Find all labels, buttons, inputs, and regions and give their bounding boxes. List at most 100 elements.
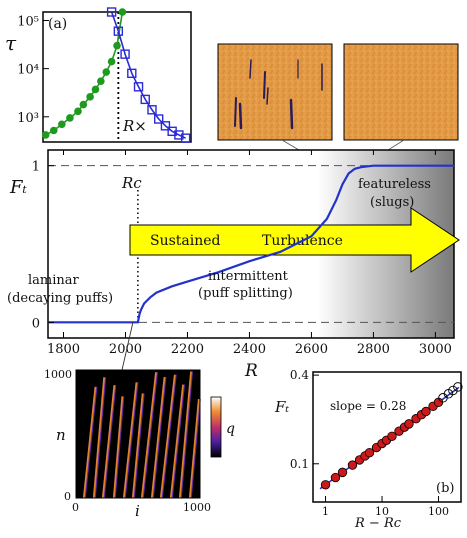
annotation-puff-splitting: (puff splitting) [198,286,293,301]
spacetime-stripe [131,393,144,499]
spacetime-stripes [82,371,201,499]
main-xtick-label: 2400 [233,342,266,357]
panel-a-point-circle [91,85,100,94]
panel-a-point-circle [41,131,50,139]
panel-a-series [41,7,191,143]
panel-b-point-filled [347,460,358,470]
spacetime-stripe [82,386,97,499]
panel-a-point-circle [97,77,105,85]
annotation-slugs: (slugs) [370,195,414,210]
panel-a-point-circle [118,8,127,16]
panel-a-point-square [113,26,124,36]
spacetime-stripe-edge [124,382,139,499]
panel-a-point-square [147,105,157,115]
panel-a: (a) τ R× 10³ 10⁴ 10⁵ [5,7,192,143]
spacetime-stripe-edge [190,399,201,499]
main-ticks: 1800 2000 2200 2400 2600 2800 3000 0 1 [32,150,452,357]
panel-a-ytick-label: 10⁴ [17,63,39,78]
panel-a-point-square [133,82,144,92]
spacetime-stripe [122,382,138,499]
ft-curve [48,164,454,324]
panel-a-point-circle [86,93,94,101]
panel-a-point-square [160,121,171,131]
r-cross-label: R× [122,117,147,135]
panel-b-point-filled [337,467,348,478]
spacetime-stripe-edge [133,393,145,499]
panel-b-point-filled [330,472,341,483]
spacetime-frame [75,369,201,499]
spacetime-stripe [150,376,166,499]
panel-a-ytick-label: 10⁵ [17,14,39,29]
main-xtick-label: 3000 [419,342,452,357]
panel-a-point-square [120,49,130,59]
spacetime-stripe-edge [84,386,98,499]
spacetime-xtick-left: 0 [72,501,79,514]
main-xtick-label: 2600 [295,342,328,357]
spacetime-stripe-edge [142,372,158,499]
panel-b-point-open [453,382,463,392]
panel-a-point-circle [102,68,111,76]
panel-a-point-square [140,94,150,105]
main-xlabel: R [244,361,258,381]
panel-a-point-circle [79,100,88,109]
panel-a-ytick-label: 10³ [17,111,39,126]
panel-b-xlabel: R − Rc [354,516,402,531]
panel-b-point-filled [404,419,414,429]
panel-b-ytick-label: 0.4 [290,368,309,382]
spacetime-stripe [101,385,116,499]
main-panel: Rc Sustained Turbulence laminar (decayin… [7,149,460,381]
spacetime-stripe-edge [161,374,177,499]
spacetime-stripe-edge [180,371,194,499]
panel-b-series [319,382,463,490]
colorbar-label: q [226,421,235,437]
main-axes [47,149,455,339]
spacetime-stripe-edge [152,376,167,499]
snapshot-puff-streaks [234,59,323,130]
panel-b-ticks: 1 10 100 0.1 0.4 [290,368,449,518]
main-ylabel: Fₜ [9,177,27,198]
annotation-intermittent: intermittent [208,269,289,284]
arrow-text-sustained: Sustained [150,233,221,249]
panel-b-xtick-label: 1 [322,505,329,518]
panel-a-ticks: 10³ 10⁴ 10⁵ [17,14,49,126]
panel-a-point-circle [58,120,66,129]
spacetime-stripe [140,372,158,499]
panel-b-point-open [448,385,458,396]
spacetime-xlabel: i [135,502,140,520]
panel-a-point-square [174,130,184,140]
spacetime-stripe [92,377,106,499]
panel-a-ylabel: τ [5,31,17,55]
annotation-decaying-puffs: (decaying puffs) [7,291,113,306]
spacetime-stripe [188,398,201,499]
panel-b-ylabel: Fₜ [274,398,289,416]
panel-a-point-square [154,114,164,124]
spacetime-panel: q n i 1000 0 0 1000 [44,368,235,520]
main-xtick-label: 2000 [109,342,142,357]
panel-b-label: (b) [436,481,454,496]
spacetime-stripe-edge [171,384,186,499]
sustained-turbulence-arrow [129,207,460,273]
rc-label: Rc [121,174,142,192]
panel-a-point-square [127,68,137,79]
spacetime-stripe-edge [103,385,117,499]
spacetime-stripe [112,396,124,499]
panel-a-point-square [180,133,191,143]
main-xtick-label: 1800 [47,342,80,357]
pointer-to-spacetime [121,321,134,371]
slope-label: slope = 0.28 [330,399,406,413]
spacetime-ylabel: n [56,426,66,444]
colorbar [210,396,222,458]
snapshot-featureless [343,43,459,141]
spacetime-ytick-top: 1000 [44,368,72,381]
main-xtick-label: 2800 [357,342,390,357]
panel-a-point-circle [66,114,74,122]
panel-a-point-square [106,7,117,17]
panel-b-ytick-label: 0.1 [290,457,309,471]
main-xtick-label: 2200 [171,342,204,357]
spacetime-stripe [159,374,177,499]
panel-b-point-filled [364,447,375,458]
spacetime-xtick-right: 1000 [183,501,211,514]
panel-a-point-circle [74,107,82,116]
panel-a-point-circle [113,41,121,50]
spacetime-ytick-bottom: 0 [64,490,71,503]
